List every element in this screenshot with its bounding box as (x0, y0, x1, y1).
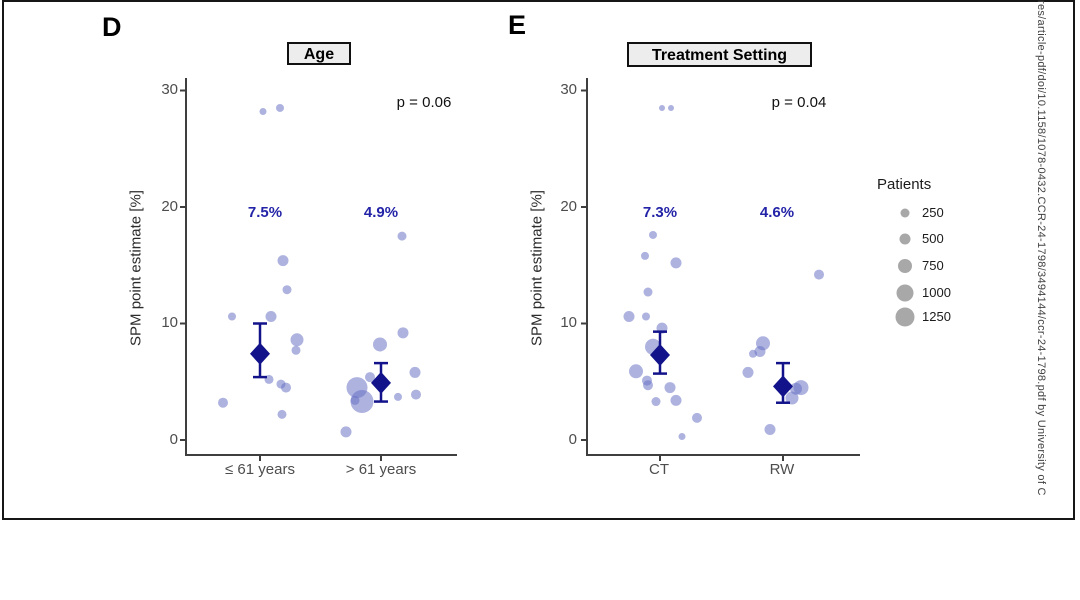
data-bubble (350, 390, 374, 414)
panel-e-group2-estimate-label: 4.6% (759, 204, 795, 221)
data-bubble (373, 337, 387, 352)
mean-diamond (650, 343, 670, 366)
panel-d-title-box: Age (287, 42, 351, 65)
data-bubble (642, 312, 650, 321)
data-bubble (340, 426, 352, 438)
data-bubble (659, 104, 665, 111)
panel-e-title-box: Treatment Setting (627, 42, 812, 67)
panel-d-ytick-10: 10 (161, 314, 178, 331)
data-bubble (291, 345, 301, 355)
data-bubble (218, 397, 228, 408)
legend-size-circle (896, 284, 914, 302)
panel-d-category-le61: ≤ 61 years (225, 461, 295, 478)
panel-e-ytick-20: 20 (560, 198, 577, 215)
data-bubble (749, 349, 757, 358)
figure-border-frame (2, 0, 1075, 520)
legend-label-1250: 1250 (922, 309, 951, 324)
data-bubble (282, 285, 292, 295)
panel-d-group1-estimate-label: 7.5% (247, 204, 283, 221)
data-bubble (814, 269, 824, 280)
panel-d-letter: D (102, 12, 122, 42)
legend-label-1000: 1000 (922, 285, 951, 300)
data-bubble (350, 395, 360, 405)
panel-d-ytick-20: 20 (161, 198, 178, 215)
data-bubble (670, 394, 682, 406)
data-bubble (228, 312, 236, 321)
legend-size-circle (900, 208, 910, 218)
panel-e-ytick-0: 0 (568, 431, 577, 448)
panel-d-ytick-30: 30 (161, 81, 178, 98)
pdf-download-watermark: res/article-pdf/doi/10.1158/1078-0432.CC… (1035, 0, 1047, 496)
panel-d-y-axis-title: SPM point estimate [%] (127, 190, 145, 346)
legend-size-circle (899, 233, 911, 245)
data-bubble (641, 251, 649, 260)
data-bubble (629, 364, 643, 379)
data-bubble (651, 397, 661, 407)
data-bubble (793, 380, 809, 396)
panel-e-category-ct: CT (649, 461, 669, 478)
legend-size-circle (895, 307, 915, 327)
data-bubble (259, 107, 267, 115)
data-bubble (277, 255, 289, 267)
scatter-plots-canvas (180, 78, 915, 461)
legend-label-250: 250 (922, 205, 944, 220)
data-bubble (623, 311, 635, 323)
panel-e-group1-estimate-label: 7.3% (642, 204, 678, 221)
panel-e-ytick-30: 30 (560, 81, 577, 98)
data-bubble (754, 345, 766, 357)
data-bubble (785, 391, 799, 405)
data-bubble (276, 103, 284, 112)
panel-d-category-gt61: > 61 years (345, 461, 417, 478)
legend-title: Patients (877, 176, 932, 193)
data-bubble (290, 333, 304, 347)
legend-label-750: 750 (922, 258, 944, 273)
data-bubble (643, 380, 653, 391)
data-bubble (265, 311, 277, 323)
data-bubble (281, 382, 291, 393)
panel-d-ytick-0: 0 (169, 431, 178, 448)
data-bubble (664, 382, 676, 394)
data-bubble (643, 287, 653, 297)
data-bubble (764, 424, 776, 436)
mean-diamond (371, 371, 391, 394)
data-bubble (397, 231, 407, 241)
panel-e-pvalue: p = 0.04 (771, 94, 827, 111)
data-bubble (411, 389, 421, 400)
data-bubble (365, 372, 375, 383)
data-bubble (678, 433, 686, 441)
panel-e-ytick-10: 10 (560, 314, 577, 331)
data-bubble (692, 412, 702, 423)
legend-label-500: 500 (922, 231, 944, 246)
data-bubble (649, 230, 657, 239)
data-bubble (394, 392, 402, 401)
panel-d-pvalue: p = 0.06 (396, 94, 452, 111)
panel-e-category-rw: RW (769, 461, 795, 478)
data-bubble (277, 409, 287, 419)
data-bubble (670, 257, 682, 269)
data-bubble (668, 104, 674, 111)
mean-diamond (773, 375, 793, 398)
panel-e-y-axis-title: SPM point estimate [%] (528, 190, 546, 346)
panel-d-group2-estimate-label: 4.9% (363, 204, 399, 221)
legend-size-circle (898, 259, 912, 273)
data-bubble (742, 366, 754, 378)
data-bubble (409, 366, 421, 378)
mean-diamond (250, 342, 270, 365)
data-bubble (397, 327, 409, 339)
panel-e-letter: E (508, 10, 527, 40)
